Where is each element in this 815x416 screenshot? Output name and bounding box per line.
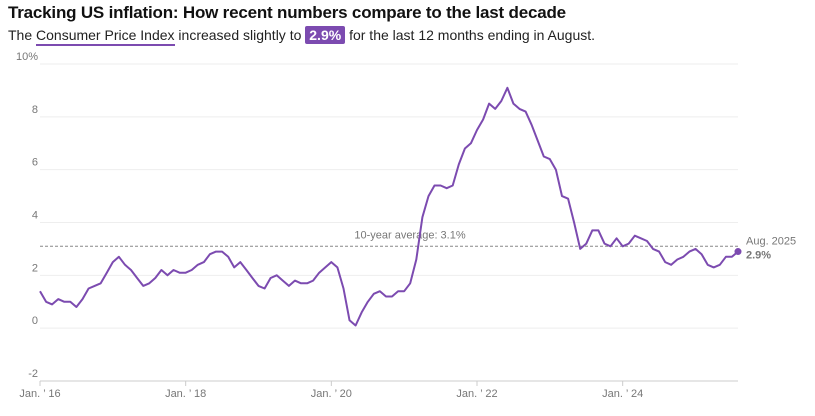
y-tick-label: 6 xyxy=(32,157,38,169)
subtitle-link[interactable]: Consumer Price Index xyxy=(36,27,175,46)
y-tick-label: -2 xyxy=(28,368,38,380)
chart-title: Tracking US inflation: How recent number… xyxy=(8,3,566,22)
line xyxy=(39,86,739,327)
x-tick-label: Jan. ’ 18 xyxy=(165,388,206,400)
y-tick-label: 4 xyxy=(32,210,38,222)
legend-label: Aug. 2025 xyxy=(746,236,796,248)
subtitle-text: The xyxy=(8,27,37,43)
x-tick-label: Jan. ’ 22 xyxy=(456,388,497,400)
y-tick-label: 8 xyxy=(32,104,38,116)
subtitle-text: increased slightly to xyxy=(174,27,306,43)
subtitle-text: for the last 12 months ending in August. xyxy=(345,27,596,43)
average-label: 10-year average: 3.1% xyxy=(354,229,466,241)
x-tick-label: Jan. ’ 16 xyxy=(19,388,60,400)
value-label: 2.9% xyxy=(746,250,771,262)
subtitle-highlight: 2.9% xyxy=(305,26,346,44)
x-tick-label: Jan. ’ 24 xyxy=(602,388,643,400)
x-tick-label: Jan. ’ 20 xyxy=(311,388,352,400)
end-point xyxy=(734,248,742,256)
header: Tracking US inflation: How recent number… xyxy=(8,3,596,46)
y-tick-label: 0 xyxy=(32,315,38,327)
y-tick-label: 10% xyxy=(16,51,38,63)
y-tick-label: 2 xyxy=(32,262,38,274)
subtitle: The Consumer Price Index increased sligh… xyxy=(8,26,596,46)
